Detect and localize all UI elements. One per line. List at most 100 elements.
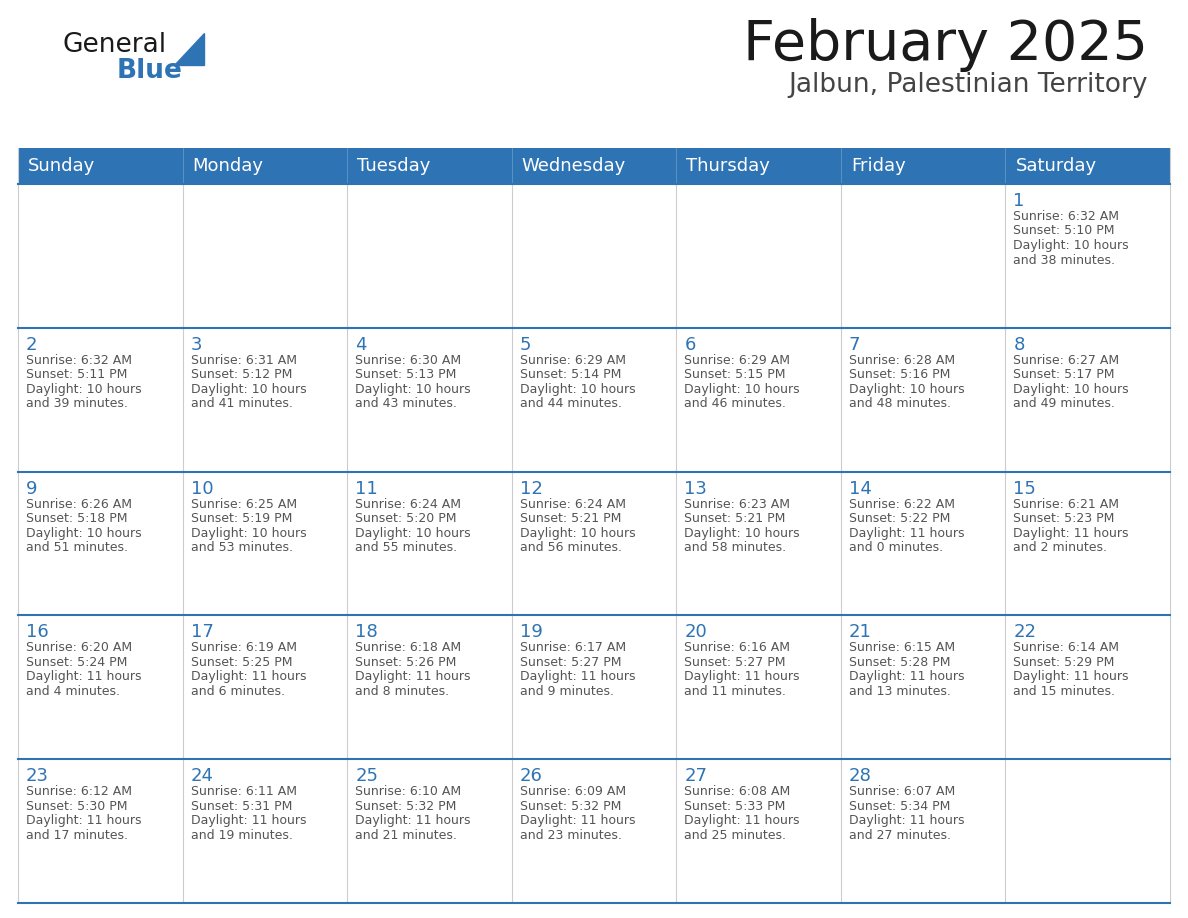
Text: Sunrise: 6:32 AM: Sunrise: 6:32 AM: [1013, 210, 1119, 223]
Text: and 53 minutes.: and 53 minutes.: [190, 541, 292, 554]
Text: 2: 2: [26, 336, 38, 353]
Text: Daylight: 10 hours: Daylight: 10 hours: [519, 383, 636, 396]
Text: Daylight: 10 hours: Daylight: 10 hours: [190, 527, 307, 540]
Text: Sunrise: 6:23 AM: Sunrise: 6:23 AM: [684, 498, 790, 510]
Text: Daylight: 10 hours: Daylight: 10 hours: [684, 527, 800, 540]
Text: Daylight: 11 hours: Daylight: 11 hours: [684, 814, 800, 827]
Text: Sunset: 5:10 PM: Sunset: 5:10 PM: [1013, 225, 1114, 238]
Bar: [18, 759, 1170, 903]
Text: General: General: [62, 32, 166, 58]
Text: Daylight: 11 hours: Daylight: 11 hours: [1013, 527, 1129, 540]
Text: Sunset: 5:27 PM: Sunset: 5:27 PM: [519, 655, 621, 669]
Text: 14: 14: [849, 479, 872, 498]
Text: 11: 11: [355, 479, 378, 498]
Text: Daylight: 11 hours: Daylight: 11 hours: [26, 814, 141, 827]
Text: Daylight: 11 hours: Daylight: 11 hours: [26, 670, 141, 683]
Text: and 56 minutes.: and 56 minutes.: [519, 541, 621, 554]
Bar: [18, 472, 1170, 615]
Text: and 49 minutes.: and 49 minutes.: [1013, 397, 1116, 410]
Text: and 6 minutes.: and 6 minutes.: [190, 685, 285, 698]
Text: Sunrise: 6:20 AM: Sunrise: 6:20 AM: [26, 642, 132, 655]
Text: Daylight: 10 hours: Daylight: 10 hours: [355, 383, 470, 396]
Bar: [18, 184, 1170, 328]
Text: Daylight: 10 hours: Daylight: 10 hours: [519, 527, 636, 540]
Text: Daylight: 10 hours: Daylight: 10 hours: [26, 383, 141, 396]
Text: and 38 minutes.: and 38 minutes.: [1013, 253, 1116, 266]
Text: 10: 10: [190, 479, 213, 498]
Text: and 58 minutes.: and 58 minutes.: [684, 541, 786, 554]
Text: 26: 26: [519, 767, 543, 785]
Text: Sunrise: 6:22 AM: Sunrise: 6:22 AM: [849, 498, 955, 510]
Text: Sunrise: 6:10 AM: Sunrise: 6:10 AM: [355, 785, 461, 798]
Text: 27: 27: [684, 767, 707, 785]
Text: Daylight: 10 hours: Daylight: 10 hours: [190, 383, 307, 396]
Text: 3: 3: [190, 336, 202, 353]
Text: and 27 minutes.: and 27 minutes.: [849, 829, 950, 842]
Text: Daylight: 10 hours: Daylight: 10 hours: [1013, 239, 1129, 252]
Text: Sunset: 5:19 PM: Sunset: 5:19 PM: [190, 512, 292, 525]
Text: Sunrise: 6:26 AM: Sunrise: 6:26 AM: [26, 498, 132, 510]
Text: and 25 minutes.: and 25 minutes.: [684, 829, 786, 842]
Text: 24: 24: [190, 767, 214, 785]
Text: Saturday: Saturday: [1016, 157, 1097, 175]
Polygon shape: [173, 33, 204, 65]
Text: Sunset: 5:13 PM: Sunset: 5:13 PM: [355, 368, 456, 381]
Text: Daylight: 11 hours: Daylight: 11 hours: [519, 814, 636, 827]
Text: 12: 12: [519, 479, 543, 498]
Text: Sunrise: 6:25 AM: Sunrise: 6:25 AM: [190, 498, 297, 510]
Text: Sunrise: 6:21 AM: Sunrise: 6:21 AM: [1013, 498, 1119, 510]
Text: and 23 minutes.: and 23 minutes.: [519, 829, 621, 842]
Text: Sunset: 5:12 PM: Sunset: 5:12 PM: [190, 368, 292, 381]
Text: and 2 minutes.: and 2 minutes.: [1013, 541, 1107, 554]
Text: 23: 23: [26, 767, 49, 785]
Text: Sunrise: 6:14 AM: Sunrise: 6:14 AM: [1013, 642, 1119, 655]
Text: 19: 19: [519, 623, 543, 642]
Text: Sunset: 5:31 PM: Sunset: 5:31 PM: [190, 800, 292, 812]
Text: Daylight: 11 hours: Daylight: 11 hours: [849, 670, 965, 683]
Text: and 8 minutes.: and 8 minutes.: [355, 685, 449, 698]
Text: Sunset: 5:26 PM: Sunset: 5:26 PM: [355, 655, 456, 669]
Text: Daylight: 10 hours: Daylight: 10 hours: [26, 527, 141, 540]
Text: 21: 21: [849, 623, 872, 642]
Bar: [18, 148, 1170, 184]
Text: 5: 5: [519, 336, 531, 353]
Text: 4: 4: [355, 336, 367, 353]
Text: 1: 1: [1013, 192, 1025, 210]
Text: 28: 28: [849, 767, 872, 785]
Text: Sunset: 5:27 PM: Sunset: 5:27 PM: [684, 655, 785, 669]
Text: and 11 minutes.: and 11 minutes.: [684, 685, 786, 698]
Text: and 43 minutes.: and 43 minutes.: [355, 397, 457, 410]
Text: Tuesday: Tuesday: [358, 157, 430, 175]
Text: Sunset: 5:28 PM: Sunset: 5:28 PM: [849, 655, 950, 669]
Text: Sunset: 5:16 PM: Sunset: 5:16 PM: [849, 368, 950, 381]
Text: Sunset: 5:23 PM: Sunset: 5:23 PM: [1013, 512, 1114, 525]
Text: Daylight: 11 hours: Daylight: 11 hours: [190, 670, 307, 683]
Text: Sunrise: 6:32 AM: Sunrise: 6:32 AM: [26, 353, 132, 367]
Text: Sunset: 5:30 PM: Sunset: 5:30 PM: [26, 800, 127, 812]
Text: 17: 17: [190, 623, 214, 642]
Text: Daylight: 11 hours: Daylight: 11 hours: [849, 527, 965, 540]
Text: Thursday: Thursday: [687, 157, 770, 175]
Text: Sunrise: 6:30 AM: Sunrise: 6:30 AM: [355, 353, 461, 367]
Text: 20: 20: [684, 623, 707, 642]
Text: and 44 minutes.: and 44 minutes.: [519, 397, 621, 410]
Text: Wednesday: Wednesday: [522, 157, 626, 175]
Text: Daylight: 11 hours: Daylight: 11 hours: [684, 670, 800, 683]
Text: Jalbun, Palestinian Territory: Jalbun, Palestinian Territory: [789, 72, 1148, 98]
Text: 8: 8: [1013, 336, 1025, 353]
Text: Daylight: 11 hours: Daylight: 11 hours: [355, 670, 470, 683]
Text: Sunset: 5:14 PM: Sunset: 5:14 PM: [519, 368, 621, 381]
Text: Sunrise: 6:29 AM: Sunrise: 6:29 AM: [684, 353, 790, 367]
Text: Sunset: 5:11 PM: Sunset: 5:11 PM: [26, 368, 127, 381]
Text: 25: 25: [355, 767, 378, 785]
Text: Daylight: 11 hours: Daylight: 11 hours: [190, 814, 307, 827]
Text: Sunrise: 6:24 AM: Sunrise: 6:24 AM: [519, 498, 626, 510]
Text: Daylight: 10 hours: Daylight: 10 hours: [355, 527, 470, 540]
Text: Sunset: 5:17 PM: Sunset: 5:17 PM: [1013, 368, 1114, 381]
Text: Sunrise: 6:07 AM: Sunrise: 6:07 AM: [849, 785, 955, 798]
Text: Sunrise: 6:08 AM: Sunrise: 6:08 AM: [684, 785, 790, 798]
Text: 22: 22: [1013, 623, 1036, 642]
Text: Sunday: Sunday: [29, 157, 95, 175]
Text: and 9 minutes.: and 9 minutes.: [519, 685, 614, 698]
Text: Blue: Blue: [116, 58, 183, 84]
